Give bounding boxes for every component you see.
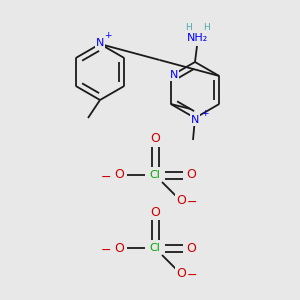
Text: O: O — [186, 242, 196, 254]
Text: N: N — [96, 38, 104, 48]
Text: O: O — [176, 267, 186, 280]
Text: −: − — [101, 170, 111, 184]
Text: O: O — [186, 169, 196, 182]
Text: N: N — [169, 70, 178, 80]
Text: NH₂: NH₂ — [186, 33, 208, 43]
Text: −: − — [187, 269, 197, 282]
Text: Cl: Cl — [150, 243, 160, 253]
Text: O: O — [114, 242, 124, 254]
Text: O: O — [150, 133, 160, 146]
Text: Cl: Cl — [150, 170, 160, 180]
Text: O: O — [150, 206, 160, 218]
Text: +: + — [201, 110, 209, 118]
Text: H: H — [202, 23, 209, 32]
Text: −: − — [101, 244, 111, 256]
Text: H: H — [184, 23, 191, 32]
Text: O: O — [176, 194, 186, 207]
Text: +: + — [104, 32, 112, 40]
Text: N: N — [191, 115, 199, 125]
Text: O: O — [114, 169, 124, 182]
Text: −: − — [187, 196, 197, 209]
